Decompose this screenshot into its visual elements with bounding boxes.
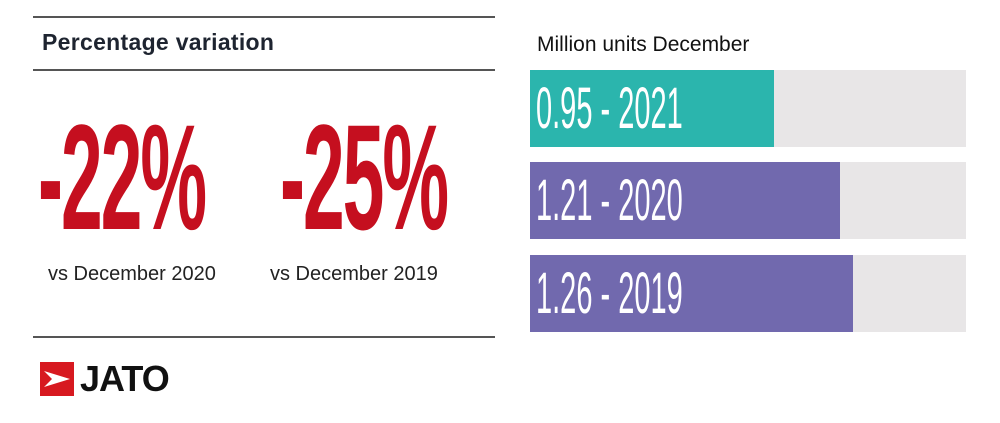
stat-caption-2020: vs December 2020	[48, 263, 216, 285]
bar-track-2020: 1.21 - 2020	[530, 162, 966, 239]
bar-2019	[530, 255, 854, 332]
chart-title: Million units December	[537, 33, 750, 56]
bottom-divider	[33, 336, 495, 338]
top-divider	[33, 16, 495, 18]
stat-caption-2019: vs December 2019	[270, 263, 438, 285]
bar-label-2020: 1.21 - 2020	[536, 168, 683, 233]
bar-label-2019: 1.26 - 2019	[536, 261, 683, 326]
title-divider	[33, 69, 495, 71]
jato-arrow-icon	[40, 362, 74, 396]
bar-track-2021: 0.95 - 2021	[530, 70, 966, 147]
stat-value-2019: -25%	[280, 93, 449, 261]
jato-logo: JATO	[40, 358, 170, 400]
stat-value-2020: -22%	[38, 93, 207, 261]
bar-track-2019: 1.26 - 2019	[530, 255, 966, 332]
bar-2021	[530, 70, 774, 147]
section-title: Percentage variation	[42, 29, 275, 55]
bar-2020	[530, 162, 841, 239]
logo-text: JATO	[80, 358, 170, 399]
bar-label-2021: 0.95 - 2021	[536, 76, 683, 141]
